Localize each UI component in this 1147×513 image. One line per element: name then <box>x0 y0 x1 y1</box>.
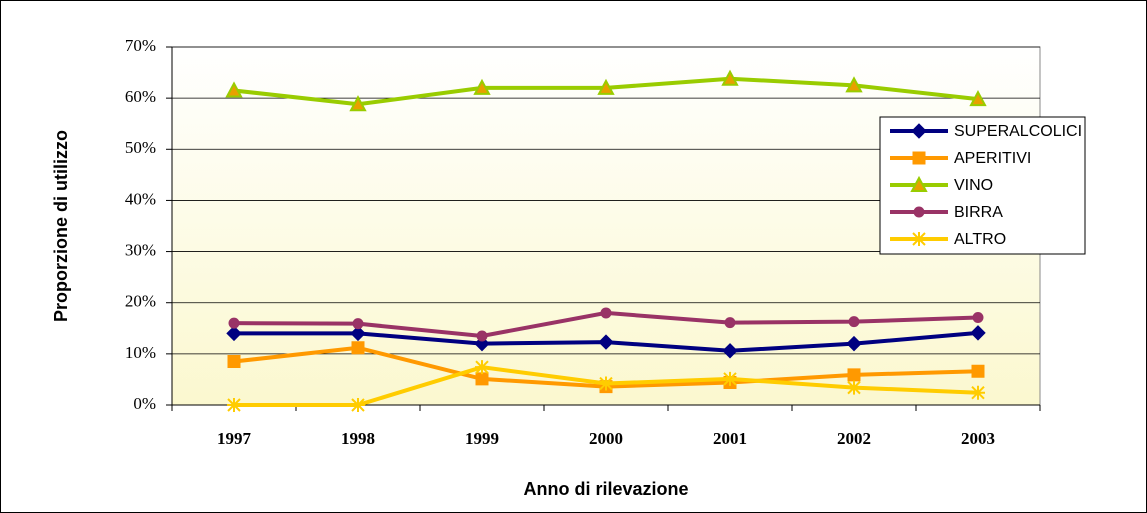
legend-label: VINO <box>954 177 993 194</box>
marker <box>228 317 240 329</box>
marker <box>724 317 736 329</box>
marker <box>722 343 738 359</box>
y-tick-label: 30% <box>125 240 156 259</box>
y-axis-label: Proporzione di utilizzo <box>51 130 71 322</box>
marker <box>972 312 984 323</box>
marker <box>476 330 488 342</box>
marker <box>848 316 860 328</box>
series <box>225 69 987 412</box>
marker <box>847 368 861 382</box>
marker <box>473 78 491 95</box>
marker <box>911 123 927 139</box>
x-tick-label: 1998 <box>341 429 375 448</box>
x-tick-label: 2003 <box>961 429 995 448</box>
x-tick-label: 1997 <box>217 429 252 448</box>
marker <box>969 90 987 107</box>
x-axis-label: Anno di rilevazione <box>523 479 688 499</box>
marker <box>970 325 986 341</box>
y-tick-label: 50% <box>125 138 156 157</box>
marker <box>971 364 985 378</box>
y-tick-label: 20% <box>125 292 156 311</box>
marker <box>847 380 861 395</box>
x-tick-label: 2002 <box>837 429 871 448</box>
legend-label: ALTRO <box>954 231 1006 248</box>
marker <box>352 318 364 330</box>
marker <box>910 175 928 192</box>
legend-label: SUPERALCOLICI <box>954 123 1082 140</box>
marker <box>475 360 489 375</box>
legend-label: APERITIVI <box>954 150 1031 167</box>
marker <box>227 398 241 412</box>
marker <box>227 355 241 369</box>
marker <box>349 95 367 112</box>
marker <box>912 151 926 165</box>
marker <box>913 206 925 218</box>
marker <box>846 335 862 352</box>
marker <box>225 81 243 98</box>
marker <box>597 78 615 95</box>
marker <box>351 398 365 412</box>
marker <box>351 341 365 355</box>
x-tick-label: 1999 <box>465 429 499 448</box>
y-tick-label: 0% <box>133 394 156 413</box>
y-tick-label: 10% <box>125 343 156 362</box>
marker <box>600 307 612 319</box>
marker <box>721 69 739 86</box>
y-tick-label: 70% <box>125 36 156 55</box>
marker <box>599 376 613 391</box>
marker <box>723 371 737 386</box>
marker <box>971 385 985 400</box>
x-tick-label: 2001 <box>713 429 747 448</box>
legend-label: BIRRA <box>954 204 1003 221</box>
marker <box>845 76 863 93</box>
y-tick-label: 40% <box>125 189 156 208</box>
marker <box>912 232 926 246</box>
x-tick-label: 2000 <box>589 429 623 448</box>
y-tick-label: 60% <box>125 87 156 106</box>
marker <box>475 372 489 386</box>
marker <box>598 334 614 350</box>
marker <box>350 325 366 342</box>
marker <box>226 325 242 342</box>
